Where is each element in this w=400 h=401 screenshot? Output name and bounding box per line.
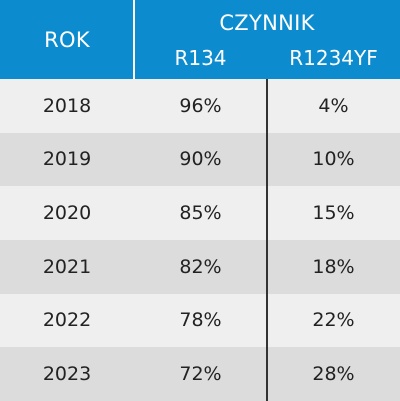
cell-r134: 78% (179, 309, 222, 332)
table-row: 2019 90% 10% (0, 132, 400, 187)
cell-year: 2022 (42, 309, 92, 332)
table-row: 2023 72% 28% (0, 347, 400, 401)
table-body: 2018 96% 4% 2019 90% 10% 2020 85% 15% 20… (0, 79, 400, 401)
table-row: 2021 82% 18% (0, 240, 400, 294)
cell-year: 2019 (42, 148, 92, 171)
cell-r134: 82% (179, 255, 222, 278)
table-row: 2018 96% 4% (0, 79, 400, 133)
cell-r134: 96% (179, 94, 222, 117)
cell-r134: 90% (179, 148, 222, 171)
cell-r1234yf: 4% (318, 94, 349, 117)
cell-r1234yf: 18% (312, 255, 355, 278)
cell-r134: 85% (179, 202, 222, 225)
table-row: 2022 78% 22% (0, 293, 400, 348)
body-divider (266, 79, 268, 401)
cell-r134: 72% (179, 363, 222, 386)
table-row: 2020 85% 15% (0, 186, 400, 240)
header-divider (133, 0, 135, 79)
cell-year: 2023 (42, 363, 92, 386)
cell-r1234yf: 15% (312, 202, 355, 225)
header-rok: ROK (44, 27, 90, 52)
cell-year: 2018 (42, 94, 92, 117)
header-r134: R134 (174, 46, 227, 70)
cell-year: 2021 (42, 255, 92, 278)
header-r1234yf: R1234YF (289, 46, 378, 70)
cell-r1234yf: 10% (312, 148, 355, 171)
cell-r1234yf: 22% (312, 309, 355, 332)
table-header: ROK CZYNNIK R134 R1234YF (0, 0, 400, 79)
cell-year: 2020 (42, 202, 92, 225)
header-czynnik: CZYNNIK (219, 11, 315, 35)
cell-r1234yf: 28% (312, 363, 355, 386)
